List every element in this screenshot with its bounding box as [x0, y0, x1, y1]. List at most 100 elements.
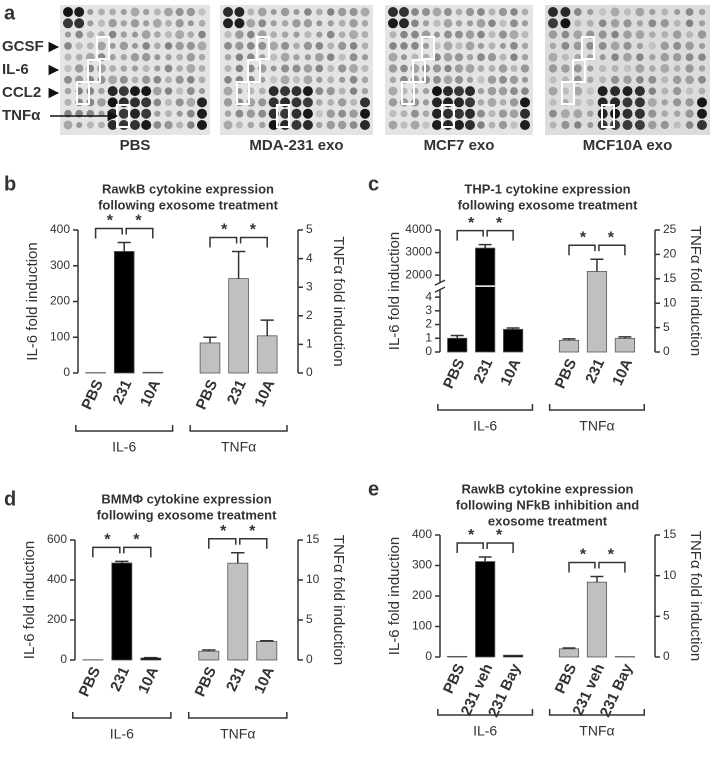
x-tick-label: PBS	[76, 664, 104, 699]
array-spot	[141, 53, 151, 62]
array-spot	[548, 52, 558, 62]
bar	[614, 337, 635, 353]
array-spot	[389, 110, 397, 118]
array-spot	[349, 30, 359, 40]
array-spot	[454, 75, 464, 84]
array-spot	[610, 18, 620, 28]
array-spot	[622, 86, 633, 97]
array-spot	[338, 109, 347, 118]
array-spot	[521, 30, 529, 39]
array-spot	[488, 19, 496, 28]
array-spot	[648, 120, 657, 130]
array-spot	[338, 53, 346, 61]
array-spot	[64, 98, 72, 106]
array-spot	[293, 31, 300, 38]
y2-tick-label: 5	[663, 609, 670, 623]
array-spot	[326, 109, 335, 118]
array-spot	[685, 64, 694, 73]
array-spot	[315, 99, 323, 106]
y-tick-label: 300	[412, 558, 432, 572]
array-spot	[154, 54, 161, 61]
array-spot	[648, 31, 656, 38]
array-spot	[686, 31, 694, 39]
array-spot	[223, 18, 233, 29]
x-tick-label: PBS	[440, 356, 468, 391]
array-spot	[339, 76, 346, 83]
array-spot	[388, 7, 398, 17]
highlight-box	[236, 81, 250, 105]
array-spot	[410, 64, 420, 73]
significance-bracket	[209, 236, 268, 248]
array-spot	[270, 8, 277, 16]
array-spot	[131, 31, 139, 38]
array-spot	[623, 75, 632, 85]
y-tick-label: 400	[47, 572, 67, 586]
array-spot	[455, 20, 463, 27]
cytokine-label: TNFα	[2, 107, 41, 124]
array-spot	[433, 42, 441, 50]
group-bracket	[548, 404, 645, 411]
panel-label: d	[4, 488, 16, 510]
significance-bracket	[568, 561, 626, 573]
significance-star: *	[135, 213, 142, 230]
chart-title: RawkB cytokine expression	[102, 181, 274, 196]
sample-label: PBS	[120, 137, 151, 154]
array-spot	[610, 108, 621, 119]
y2-tick-label: 3	[306, 279, 313, 293]
array-spot	[399, 18, 409, 29]
panel-label: c	[368, 173, 379, 195]
array-spot	[247, 121, 255, 129]
array-spot	[477, 53, 485, 62]
array-spot	[141, 97, 152, 108]
array-spot	[154, 110, 161, 117]
array-spot	[574, 53, 582, 61]
array-spot	[119, 75, 128, 84]
array-spot	[281, 20, 289, 27]
array-spot	[521, 42, 529, 50]
bar	[198, 650, 220, 661]
array-spot	[661, 76, 669, 84]
x-tick-label: 10A	[609, 356, 636, 388]
array-spot	[477, 65, 485, 72]
break-mark	[434, 279, 446, 286]
bar	[447, 337, 468, 353]
array-spot	[499, 19, 507, 27]
array-spot	[327, 20, 334, 27]
array-spot	[623, 30, 632, 39]
array-spot	[598, 30, 607, 39]
bar	[256, 335, 278, 374]
array-spot	[109, 65, 117, 72]
array-spot	[674, 8, 681, 16]
significance-star: *	[608, 229, 615, 246]
array-spot	[304, 8, 312, 16]
array-spot	[64, 64, 72, 73]
error-bar	[260, 319, 274, 336]
array-spot	[361, 54, 369, 61]
array-spot	[610, 41, 620, 51]
error-bar	[450, 334, 464, 339]
array-spot	[685, 98, 694, 107]
array-spot	[120, 8, 127, 16]
significance-bracket	[92, 546, 152, 558]
array-spot	[118, 120, 129, 130]
array-spot	[454, 64, 464, 73]
array-spot	[224, 30, 232, 39]
array-spot	[175, 87, 184, 95]
array-spot	[235, 30, 244, 39]
array-spot	[433, 53, 441, 62]
error-bar	[115, 560, 129, 563]
y2-tick-label: 15	[306, 532, 320, 546]
array-spot	[269, 76, 278, 84]
array-spot	[304, 31, 312, 39]
array-spot	[635, 7, 645, 17]
array-spot	[259, 121, 266, 129]
array-spot	[487, 86, 497, 96]
array-spot	[510, 42, 518, 50]
array-spot	[337, 7, 347, 17]
array-spot	[281, 31, 289, 38]
array-spot	[488, 110, 496, 118]
array-spot	[118, 108, 129, 119]
array-spot	[636, 53, 644, 61]
array-spot	[465, 41, 475, 51]
array-spot	[64, 31, 72, 38]
